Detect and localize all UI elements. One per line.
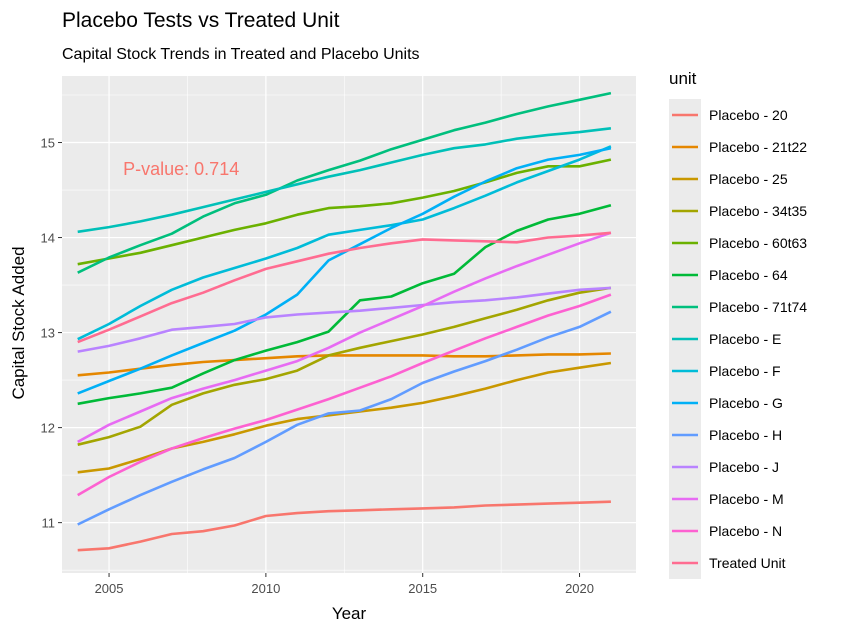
- y-tick-label: 13: [41, 326, 55, 341]
- series-line-placebo-g: [77, 146, 612, 395]
- series-line-placebo-j: [77, 286, 611, 353]
- legend-label: Placebo - G: [709, 395, 783, 411]
- series-line-placebo-h: [77, 310, 612, 526]
- x-tick-label: 2020: [565, 581, 594, 596]
- series-line-placebo-20: [77, 500, 611, 552]
- legend-label: Placebo - 60t63: [709, 235, 807, 251]
- legend-label: Placebo - 20: [709, 107, 788, 123]
- legend-label: Placebo - N: [709, 523, 782, 539]
- chart-title: Placebo Tests vs Treated Unit: [62, 9, 340, 32]
- y-tick-label: 15: [41, 136, 55, 151]
- legend: Placebo - 20 Placebo - 21t22 Placebo - 25 P…: [669, 99, 807, 579]
- legend-label: Placebo - 71t74: [709, 299, 807, 315]
- x-tick-label: 2010: [251, 581, 280, 596]
- series-line-placebo-71t74: [77, 91, 612, 274]
- legend-label: Placebo - 64: [709, 267, 788, 283]
- p-value-annotation: P-value: 0.714: [123, 159, 239, 179]
- y-tick-label: 12: [41, 421, 55, 436]
- series-line-placebo-m: [77, 231, 612, 444]
- legend-label: Placebo - F: [709, 363, 781, 379]
- series-line-placebo-21t22: [77, 352, 611, 377]
- x-axis: 2005 2010 2015 2020: [95, 573, 594, 596]
- x-tick-label: 2005: [95, 581, 124, 596]
- plot-panel: [62, 76, 636, 573]
- chart-subtitle: Capital Stock Trends in Treated and Plac…: [62, 46, 420, 63]
- y-axis: 11 12 13 14 15: [41, 136, 62, 531]
- legend-label: Placebo - J: [709, 459, 779, 475]
- series-line-placebo-f: [77, 145, 612, 341]
- series-line-placebo-e: [77, 127, 612, 234]
- series-line-treated-unit: [77, 231, 612, 344]
- legend-label: Placebo - E: [709, 331, 781, 347]
- legend-title: unit: [669, 69, 697, 88]
- legend-label: Placebo - 25: [709, 171, 788, 187]
- legend-label: Treated Unit: [709, 555, 786, 571]
- y-tick-label: 14: [41, 231, 55, 246]
- legend-label: Placebo - 21t22: [709, 139, 807, 155]
- gridlines: [62, 76, 636, 573]
- x-tick-label: 2015: [408, 581, 437, 596]
- y-tick-label: 11: [42, 516, 56, 531]
- x-axis-title: Year: [332, 604, 367, 623]
- series-line-placebo-64: [77, 203, 612, 406]
- legend-label: Placebo - H: [709, 427, 782, 443]
- series-line-placebo-34t35: [77, 286, 612, 446]
- legend-label: Placebo - M: [709, 491, 784, 507]
- series-line-placebo-n: [77, 293, 612, 497]
- series-lines: [77, 91, 612, 552]
- legend-label: Placebo - 34t35: [709, 203, 807, 219]
- y-axis-title: Capital Stock Added: [9, 246, 28, 399]
- series-line-placebo-60t63: [77, 158, 612, 266]
